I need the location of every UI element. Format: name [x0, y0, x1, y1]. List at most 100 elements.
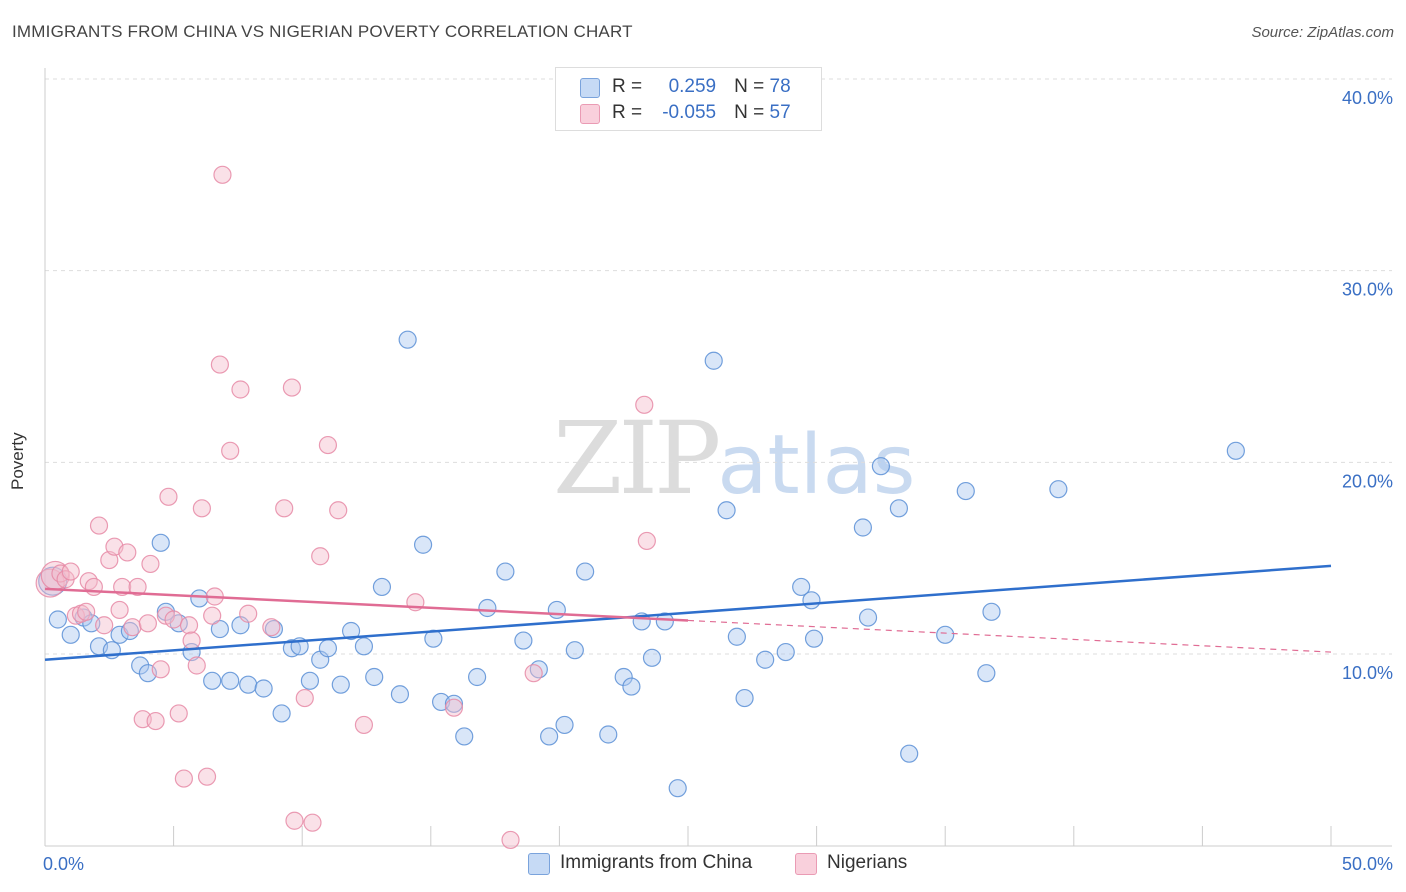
china-point: [776, 642, 795, 662]
r-value: 0.259: [668, 76, 717, 97]
r-label: R =: [612, 102, 643, 123]
legend-swatch-china: [528, 853, 550, 875]
nigerians-point: [354, 715, 374, 735]
nigerians-point: [262, 618, 281, 637]
nigerians-point: [84, 577, 103, 597]
china-point: [61, 625, 80, 644]
nigerians-point: [110, 600, 129, 620]
china-point: [203, 671, 222, 690]
chart-title: IMMIGRANTS FROM CHINA VS NIGERIAN POVERT…: [12, 22, 633, 41]
china-point: [555, 715, 574, 735]
china-point: [804, 629, 824, 648]
china-point: [239, 675, 258, 694]
china-point: [190, 589, 209, 608]
china-point: [802, 591, 821, 610]
china-point: [354, 637, 374, 656]
nigerians-point: [197, 767, 217, 786]
nigerians-point: [123, 618, 142, 637]
china-point: [871, 457, 891, 476]
nigerians-point: [318, 435, 338, 455]
china-point: [444, 694, 464, 713]
y-tick-label: 40.0%: [1342, 88, 1393, 108]
nigerians-point: [444, 698, 464, 717]
china-point: [272, 704, 291, 723]
china-point: [756, 650, 775, 669]
china-point: [341, 621, 361, 641]
n-value: 57: [769, 102, 791, 123]
nigerians-point: [282, 378, 302, 397]
china-point: [496, 562, 515, 581]
nigerians-point: [295, 688, 314, 708]
nigerians-point: [128, 577, 147, 597]
n-value: 78: [769, 76, 791, 97]
china-point: [455, 727, 474, 746]
china-point: [727, 627, 746, 646]
nigerians-point: [100, 550, 119, 570]
nigerians-point: [275, 499, 294, 518]
nigerians-point: [239, 604, 258, 623]
china-point: [151, 533, 170, 552]
r-label: R =: [612, 76, 643, 97]
n-label: N =: [734, 102, 765, 123]
china-point: [576, 562, 595, 581]
china-point: [977, 664, 996, 683]
legend-text-china: R = 0.259 N = 78: [612, 76, 791, 98]
china-point: [642, 648, 662, 667]
nigerians-point: [141, 554, 160, 574]
nigerians-point: [182, 631, 201, 650]
china-point: [221, 671, 240, 690]
china-point: [547, 600, 566, 620]
legend-label-china: Immigrants from China: [560, 852, 753, 873]
china-point: [982, 602, 1001, 621]
x-tick-label: 0.0%: [43, 854, 84, 874]
legend-swatch-china: [580, 78, 600, 98]
nigerians-trend-extension: [687, 619, 1332, 653]
china-point: [565, 641, 584, 660]
china-point: [655, 612, 674, 631]
nigerians-point: [174, 769, 193, 788]
legend-label-nigerians: Nigerians: [827, 852, 908, 873]
china-point: [668, 779, 687, 798]
china-point: [413, 535, 433, 554]
china-point: [478, 598, 497, 618]
china-point: [735, 688, 754, 708]
nigerians-point: [151, 660, 170, 679]
china-trend-line: [44, 564, 1332, 661]
x-tick-label: 50.0%: [1342, 854, 1393, 874]
y-tick-label: 10.0%: [1342, 663, 1393, 683]
china-point: [889, 499, 909, 518]
china-point: [614, 667, 633, 687]
china-point: [300, 671, 320, 690]
legend-swatch-nigerians: [795, 853, 817, 875]
china-point: [858, 608, 878, 627]
nigerians-point: [118, 543, 137, 562]
nigerians-point: [179, 616, 199, 635]
y-tick-label: 30.0%: [1342, 280, 1393, 300]
china-point: [210, 619, 229, 639]
nigerians-point: [203, 606, 222, 625]
nigerians-point: [61, 562, 80, 581]
legend-text-nigerians: R = -0.055 N = 57: [612, 102, 791, 124]
nigerians-point: [213, 165, 232, 184]
nigerians-point: [501, 830, 520, 850]
china-point: [956, 481, 975, 501]
china-point: [717, 501, 736, 520]
nigerians-point: [113, 577, 132, 597]
china-point: [331, 675, 350, 694]
watermark-zip: ZIP: [553, 400, 721, 517]
china-point: [264, 619, 284, 639]
nigerians-point: [303, 813, 322, 832]
china-point: [318, 639, 338, 658]
series-legend: Immigrants from China Nigerians: [0, 851, 1406, 877]
nigerians-point: [635, 395, 654, 414]
china-point: [1049, 480, 1068, 499]
china-point: [48, 610, 67, 629]
china-point: [853, 518, 872, 537]
china-point: [599, 725, 618, 744]
china-point: [365, 667, 384, 687]
nigerians-point: [210, 355, 229, 374]
china-point: [936, 625, 955, 644]
nigerians-point: [164, 610, 183, 629]
china-point: [514, 631, 533, 650]
